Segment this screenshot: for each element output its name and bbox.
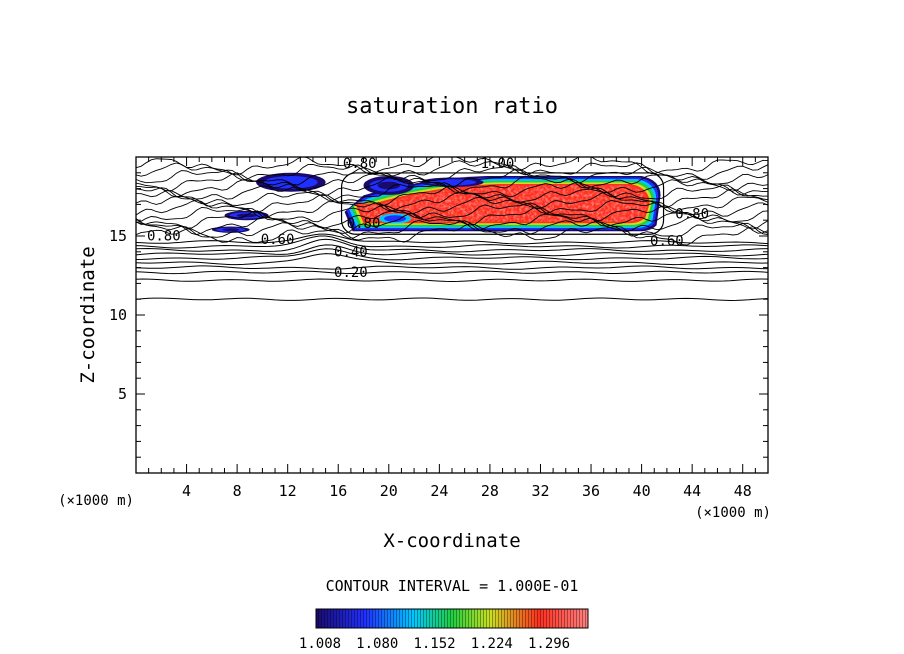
- contour-line: [136, 235, 768, 249]
- contour-interval-text: CONTOUR INTERVAL = 1.000E-01: [326, 577, 579, 595]
- contour-line: [136, 265, 768, 270]
- heatmap-cell: [377, 181, 401, 190]
- contour-label: 1.00: [481, 156, 515, 172]
- contour-line: [136, 160, 768, 181]
- contour-label: 0.60: [650, 233, 684, 249]
- contour-label-layer: 0.80 1.00 0.80 0.60 0.40 0.80 0.20 0.80 0.60: [147, 156, 709, 281]
- contour-label: 0.80: [347, 216, 381, 232]
- contour-line: [136, 244, 768, 257]
- y-tick-label: 10: [109, 306, 127, 324]
- x-axis-unit: (×1000 m): [695, 505, 771, 521]
- contour-label: 0.40: [334, 245, 368, 261]
- contour-line: [136, 213, 768, 236]
- contour-line: [136, 238, 768, 253]
- heatmap-cell: [222, 228, 240, 232]
- contour-line: [136, 253, 768, 266]
- contour-line: [136, 297, 768, 302]
- x-axis-ticks: 4 8 12 16 20 24 28 32 36 40 44 48: [148, 157, 756, 500]
- contour-line: [136, 182, 768, 201]
- contour-line: [136, 270, 768, 275]
- contour-label: 0.60: [261, 232, 295, 248]
- heatmap-pocket-core: [384, 215, 407, 223]
- x-axis-label: X-coordinate: [383, 530, 520, 552]
- chart-title: saturation ratio: [346, 94, 558, 119]
- contour-line: [136, 278, 768, 283]
- heatmap-speckle: [357, 185, 648, 222]
- x-tick-label: 44: [683, 482, 701, 500]
- colorbar-frame: [315, 608, 589, 629]
- x-tick-label: 4: [182, 482, 191, 500]
- contour-line: [136, 220, 768, 239]
- x-tick-label: 36: [582, 482, 600, 500]
- colorbar-tick-label: 1.080: [356, 636, 398, 652]
- x-tick-label: 16: [329, 482, 347, 500]
- contour-line: [136, 223, 768, 246]
- contour-line: [136, 233, 768, 245]
- contour-line: [136, 164, 768, 186]
- x-tick-label: 20: [380, 482, 398, 500]
- x-tick-label: 28: [481, 482, 499, 500]
- colorbar-tick-label: 1.008: [299, 636, 341, 652]
- contour-line: [136, 157, 768, 176]
- y-tick-label: 5: [118, 385, 127, 403]
- y-axis-label: Z-coordinate: [77, 246, 99, 383]
- x-tick-label: 12: [279, 482, 297, 500]
- colorbar-tick-label: 1.224: [471, 636, 513, 652]
- contour-line: [136, 206, 768, 230]
- colorbar-tick-label: 1.296: [528, 636, 570, 652]
- x-tick-label: 48: [734, 482, 752, 500]
- y-tick-label: 15: [109, 227, 127, 245]
- x-tick-label: 8: [233, 482, 242, 500]
- contour-line: [136, 248, 768, 261]
- x-tick-label: 40: [633, 482, 651, 500]
- x-tick-label: 32: [531, 482, 549, 500]
- contour-line: [340, 172, 665, 235]
- contour-line: [136, 196, 768, 219]
- colorbar: [315, 608, 589, 629]
- contour-layer: [136, 157, 768, 302]
- contour-label: 0.20: [334, 265, 368, 281]
- y-axis-ticks: 5 10 15: [109, 172, 768, 458]
- colorbar-tick-label: 1.152: [413, 636, 455, 652]
- colorbar-stripes: [316, 609, 588, 628]
- y-axis-unit: (×1000 m): [58, 493, 134, 509]
- contour-label: 0.80: [147, 229, 181, 245]
- x-tick-label: 24: [430, 482, 448, 500]
- contour-label: 0.80: [343, 156, 377, 172]
- contour-label: 0.80: [675, 207, 709, 223]
- colorbar-labels: 1.008 1.080 1.152 1.224 1.296: [299, 636, 570, 652]
- contour-line: [136, 202, 768, 223]
